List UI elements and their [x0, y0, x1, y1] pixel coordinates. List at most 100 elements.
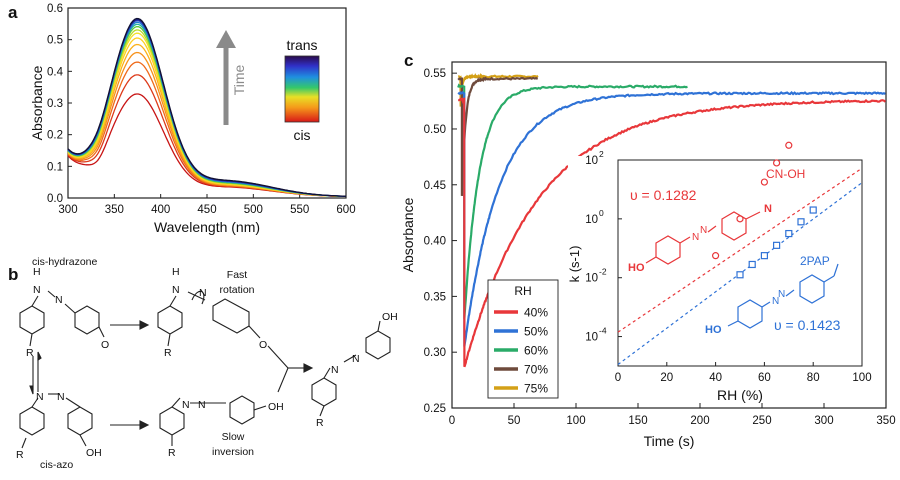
atom-o: O	[101, 339, 109, 351]
molecule-rotating: N H N R O	[157, 266, 267, 359]
atom-n: N	[199, 287, 207, 299]
inset-x-tick-label: 20	[660, 372, 673, 384]
2pap-molecule: N N HO	[705, 263, 839, 336]
inset-y-tick-exponent: 2	[599, 149, 604, 159]
y-tick-label: 0.5	[47, 35, 63, 47]
inset-y-label: k (s-1)	[567, 246, 582, 283]
cis-hydrazone-label: cis-hydrazone	[32, 256, 98, 268]
y-tick-label: 0.35	[424, 291, 446, 303]
panel-a-chart: 300 350 400 450 500 550 600 0.0 0.1 0.2 0.3 0.4 0.5 0…	[29, 3, 356, 235]
fast-label: Fast	[227, 269, 248, 281]
inset-y-tick-exponent: -2	[599, 267, 607, 277]
x-tick-label: 300	[814, 415, 833, 427]
kinetic-trace	[457, 90, 886, 347]
x-tick-label: 350	[876, 415, 895, 427]
time-arrow-label: Time	[231, 64, 247, 95]
atom-oh: OH	[268, 401, 284, 413]
atom-r: R	[26, 347, 34, 359]
atom-n: N	[33, 284, 41, 296]
atom-n: N	[772, 296, 779, 307]
scheme-arrows	[29, 320, 314, 430]
inset-x-tick-label: 80	[807, 372, 820, 384]
panel-a-y-label: Absorbance	[29, 65, 45, 140]
inset-x-tick-label: 0	[615, 372, 621, 384]
y-tick-label: 0.1	[47, 161, 63, 173]
data-point	[809, 206, 817, 214]
legend-entry: 50%	[524, 325, 548, 339]
panel-c-ticks: 0 50 100 150 200 250 300 3500.250.300.350.400.4…	[424, 68, 896, 427]
cn-oh-slope-label: υ = 0.1282	[630, 187, 697, 203]
atom-r: R	[164, 347, 172, 359]
data-point	[711, 252, 720, 260]
x-tick-label: 500	[244, 204, 263, 216]
molecule-trans-azo: N N R OH	[311, 311, 398, 429]
panel-c-y-label: Absorbance	[400, 197, 416, 272]
panel-c-frame	[451, 61, 887, 409]
atom-r: R	[316, 417, 324, 429]
data-point	[797, 218, 805, 226]
legend-entry: 40%	[524, 306, 548, 320]
colorbar-top-label: trans	[286, 37, 317, 53]
kinetic-trace	[457, 76, 539, 196]
y-tick-label: 0.4	[47, 66, 64, 78]
x-tick-label: 450	[197, 204, 216, 216]
cn-oh-label: CN-OH	[766, 167, 805, 181]
atom-n: N	[692, 232, 699, 243]
inset-y-tick-label: 10	[585, 332, 598, 344]
inset-y-tick-label: 10	[585, 155, 598, 167]
atom-n: N	[352, 353, 360, 365]
atom-oh: OH	[382, 311, 398, 323]
atom-n: N	[57, 391, 65, 403]
inset-y-tick-label: 10	[585, 214, 598, 226]
y-tick-label: 0.0	[47, 193, 63, 205]
x-tick-label: 100	[566, 415, 585, 427]
2pap-label: 2PAP	[800, 254, 830, 268]
x-tick-label: 600	[336, 204, 355, 216]
data-point	[772, 241, 781, 249]
y-tick-label: 0.3	[47, 98, 63, 110]
x-tick-label: 200	[690, 415, 709, 427]
atom-n: N	[172, 284, 180, 296]
atom-n: N	[55, 294, 63, 306]
molecule-cis-azo: N N R OH	[16, 391, 102, 461]
atom-o: O	[259, 339, 267, 351]
legend-title: RH	[514, 284, 531, 298]
x-tick-label: 150	[628, 415, 647, 427]
x-tick-label: 0	[449, 415, 455, 427]
cn-oh-molecule: N N N HO	[628, 203, 772, 274]
kinetic-trace	[458, 72, 539, 107]
absorption-spectrum	[67, 17, 346, 197]
panel-c-chart: 0 50 100 150 200 250 300 3500.250.300.350.400.4…	[400, 61, 896, 449]
inset-x-tick-label: 40	[709, 372, 722, 384]
inset-x-tick-label: 60	[758, 372, 771, 384]
data-point	[760, 178, 769, 186]
inset-x-tick-label: 100	[852, 372, 871, 384]
time-arrow	[216, 30, 236, 125]
cis-azo-label: cis-azo	[40, 459, 73, 471]
x-tick-label: 400	[151, 204, 170, 216]
atom-h: H	[33, 266, 41, 278]
atom-ho: HO	[705, 324, 722, 336]
atom-r: R	[168, 447, 176, 459]
panel-c-legend: RH 40% 50% 60% 70% 75%	[487, 279, 559, 399]
x-tick-label: 300	[58, 204, 77, 216]
data-point	[760, 252, 769, 260]
y-tick-label: 0.30	[424, 347, 446, 359]
colorbar-bottom-label: cis	[293, 127, 310, 143]
panel-c-x-label: Time (s)	[644, 433, 695, 449]
atom-ho: HO	[628, 262, 645, 274]
legend-entry: 60%	[524, 344, 548, 358]
legend-entry: 75%	[524, 382, 548, 396]
panel-letter-b: b	[8, 265, 18, 284]
y-tick-label: 0.50	[424, 124, 446, 136]
panel-a-spectra	[67, 17, 347, 198]
panel-letter-a: a	[8, 3, 18, 22]
data-point	[785, 229, 793, 238]
data-point	[785, 141, 793, 149]
atom-n: N	[182, 399, 190, 411]
inset-frame	[617, 159, 863, 367]
panel-c-kinetics	[457, 72, 887, 368]
x-tick-label: 350	[105, 204, 124, 216]
